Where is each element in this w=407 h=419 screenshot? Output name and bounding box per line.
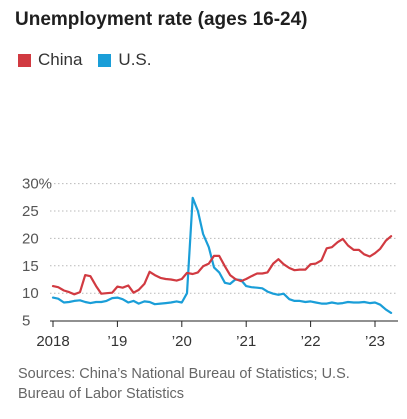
legend-label-us: U.S. bbox=[118, 50, 152, 69]
source-note: Sources: China’s National Bureau of Stat… bbox=[18, 366, 350, 402]
series-line-us bbox=[51, 196, 393, 314]
x-tick-label: 2018 bbox=[36, 333, 69, 350]
x-tick-label: ’23 bbox=[365, 333, 385, 350]
legend-item-us: U.S. bbox=[98, 50, 151, 70]
y-tick-label: 15 bbox=[22, 258, 39, 275]
legend: China U.S. bbox=[18, 50, 167, 70]
y-tick-label: 25 bbox=[22, 203, 39, 220]
x-tick-label: ’19 bbox=[107, 333, 127, 350]
y-tick-label: 5 bbox=[22, 313, 30, 330]
series-line-china bbox=[51, 235, 393, 296]
legend-item-china: China bbox=[18, 50, 82, 70]
y-tick-label: 10 bbox=[22, 285, 39, 302]
x-tick-label: ’21 bbox=[236, 333, 256, 350]
y-tick-label: 30% bbox=[22, 176, 52, 193]
legend-label-china: China bbox=[38, 50, 83, 69]
legend-swatch-china bbox=[18, 53, 31, 67]
line-chart: 5 10 15 20 25 30% 2018 ’19 ’20 ’21 ’22 ’23 bbox=[22, 176, 398, 350]
x-tick-label: ’22 bbox=[301, 333, 321, 350]
chart-title: Unemployment rate (ages 16-24) bbox=[15, 9, 308, 30]
legend-swatch-us bbox=[98, 53, 112, 67]
y-tick-label: 20 bbox=[22, 230, 39, 247]
x-tick-label: ’20 bbox=[172, 333, 192, 350]
